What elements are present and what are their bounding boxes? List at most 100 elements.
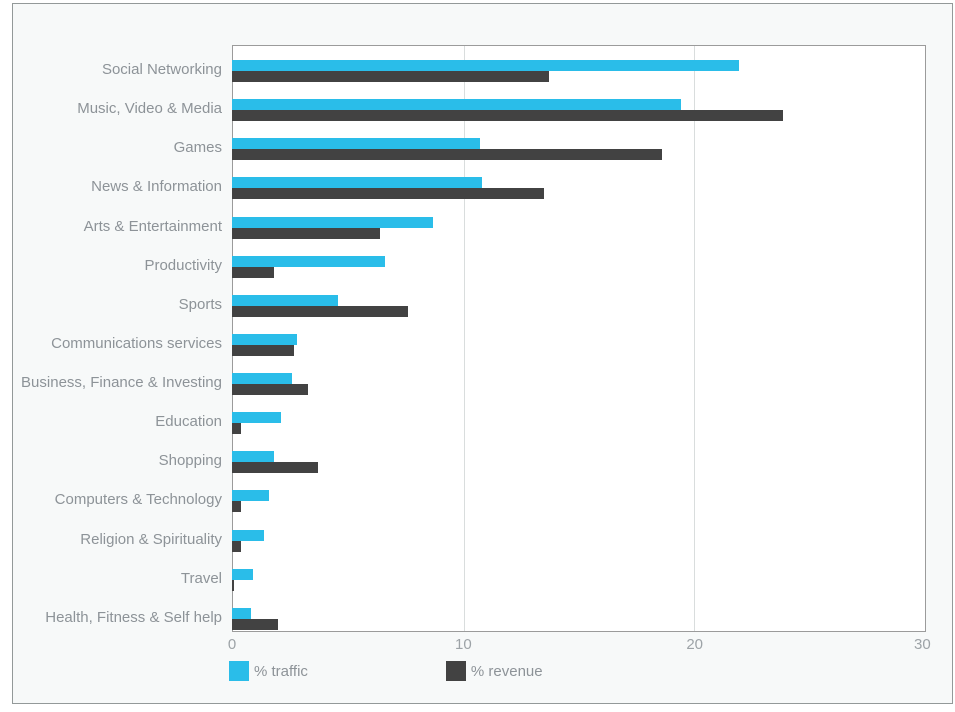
bar-revenue (232, 266, 274, 278)
chart-row: Productivity (13, 241, 926, 280)
bar-traffic (232, 177, 482, 189)
bar-revenue (232, 384, 309, 395)
legend-label: % traffic (254, 662, 308, 680)
gridline-20 (694, 46, 696, 631)
chart-row: Travel (13, 554, 926, 593)
category-label-cell: Business, Finance & Investing (13, 358, 232, 397)
bar-revenue (232, 305, 408, 317)
category-label: Arts & Entertainment (83, 217, 222, 235)
bar-traffic (232, 490, 269, 502)
category-label: Education (155, 413, 222, 431)
bar-revenue (232, 423, 242, 435)
bar-traffic (232, 138, 480, 150)
chart-row: Social Networking (13, 45, 926, 84)
category-label-cell: Education (13, 397, 232, 436)
category-label: Social Networking (101, 61, 222, 79)
chart-row: Health, Fitness & Self help (13, 593, 926, 632)
category-label-cell: Computers & Technology (13, 475, 232, 514)
bars-cell (232, 475, 926, 514)
bar-traffic (232, 412, 281, 424)
bar-traffic (232, 529, 265, 541)
bars-cell (232, 123, 926, 162)
bars-cell (232, 280, 926, 319)
bar-revenue (232, 227, 381, 239)
chart-row: Sports (13, 280, 926, 319)
bars-cell (232, 162, 926, 201)
bar-rows: Social Networking Music, Video & Media Gam… (13, 45, 926, 632)
legend-swatch (229, 661, 249, 681)
chart-row: Religion & Spirituality (13, 515, 926, 554)
bar-revenue (232, 110, 783, 122)
bars-cell (232, 593, 926, 632)
chart-row: Music, Video & Media (13, 84, 926, 123)
bars-cell (232, 397, 926, 436)
bar-traffic (232, 60, 739, 71)
bar-revenue (232, 71, 549, 82)
category-label-cell: Sports (13, 280, 232, 319)
category-label-cell: Productivity (13, 241, 232, 280)
chart-row: Shopping (13, 436, 926, 475)
bar-traffic (232, 333, 297, 345)
legend-item-traffic: % traffic (229, 661, 308, 681)
category-label-cell: Travel (13, 554, 232, 593)
bar-revenue (232, 149, 663, 161)
category-label: Games (173, 139, 222, 157)
category-label-cell: Religion & Spirituality (13, 515, 232, 554)
category-label: Travel (180, 569, 222, 587)
bars-cell (232, 45, 926, 84)
category-label: News & Information (91, 178, 222, 196)
bar-revenue (232, 462, 318, 474)
bar-traffic (232, 99, 681, 111)
bars-cell (232, 554, 926, 593)
bar-revenue (232, 188, 545, 200)
bars-cell (232, 84, 926, 123)
bar-revenue (232, 618, 279, 630)
category-label: Music, Video & Media (77, 100, 222, 118)
bars-cell (232, 241, 926, 280)
bar-traffic (232, 568, 253, 580)
category-label-cell: Music, Video & Media (13, 84, 232, 123)
category-label: Communications services (51, 334, 222, 352)
x-axis: 0 10 20 30 (228, 636, 931, 656)
bar-revenue (232, 344, 295, 356)
x-tick-label: 20 (686, 636, 703, 653)
category-label: Religion & Spirituality (80, 530, 222, 548)
bar-traffic (232, 607, 251, 619)
chart-panel: Social Networking Music, Video & Media Gam… (12, 3, 953, 704)
category-label: Shopping (158, 452, 222, 470)
bars-cell (232, 515, 926, 554)
chart-row: Communications services (13, 319, 926, 358)
bar-traffic (232, 255, 385, 267)
legend: % traffic % revenue (229, 661, 543, 681)
chart-row: Arts & Entertainment (13, 202, 926, 241)
category-label: Sports (178, 295, 222, 313)
category-label: Health, Fitness & Self help (45, 608, 222, 626)
category-label: Productivity (144, 256, 222, 274)
bars-cell (232, 436, 926, 475)
category-label: Computers & Technology (54, 491, 222, 509)
bar-revenue (232, 501, 242, 513)
bar-traffic (232, 294, 339, 306)
category-label-cell: News & Information (13, 162, 232, 201)
x-tick-label: 30 (913, 636, 931, 653)
category-label-cell: Shopping (13, 436, 232, 475)
bar-traffic (232, 373, 293, 384)
category-label-cell: Social Networking (13, 45, 232, 84)
chart-row: Business, Finance & Investing (13, 358, 926, 397)
legend-swatch (445, 661, 466, 681)
bar-revenue (232, 540, 242, 552)
category-label-cell: Games (13, 123, 232, 162)
bars-cell (232, 319, 926, 358)
bar-revenue (232, 579, 235, 591)
chart-row: Computers & Technology (13, 475, 926, 514)
bars-cell (232, 358, 926, 397)
category-label: Business, Finance & Investing (21, 374, 222, 392)
chart-row: Games (13, 123, 926, 162)
chart-row: News & Information (13, 162, 926, 201)
bar-traffic (232, 451, 274, 463)
x-tick-label: 10 (454, 636, 472, 653)
chart-row: Education (13, 397, 926, 436)
category-label-cell: Communications services (13, 319, 232, 358)
bar-traffic (232, 216, 434, 228)
